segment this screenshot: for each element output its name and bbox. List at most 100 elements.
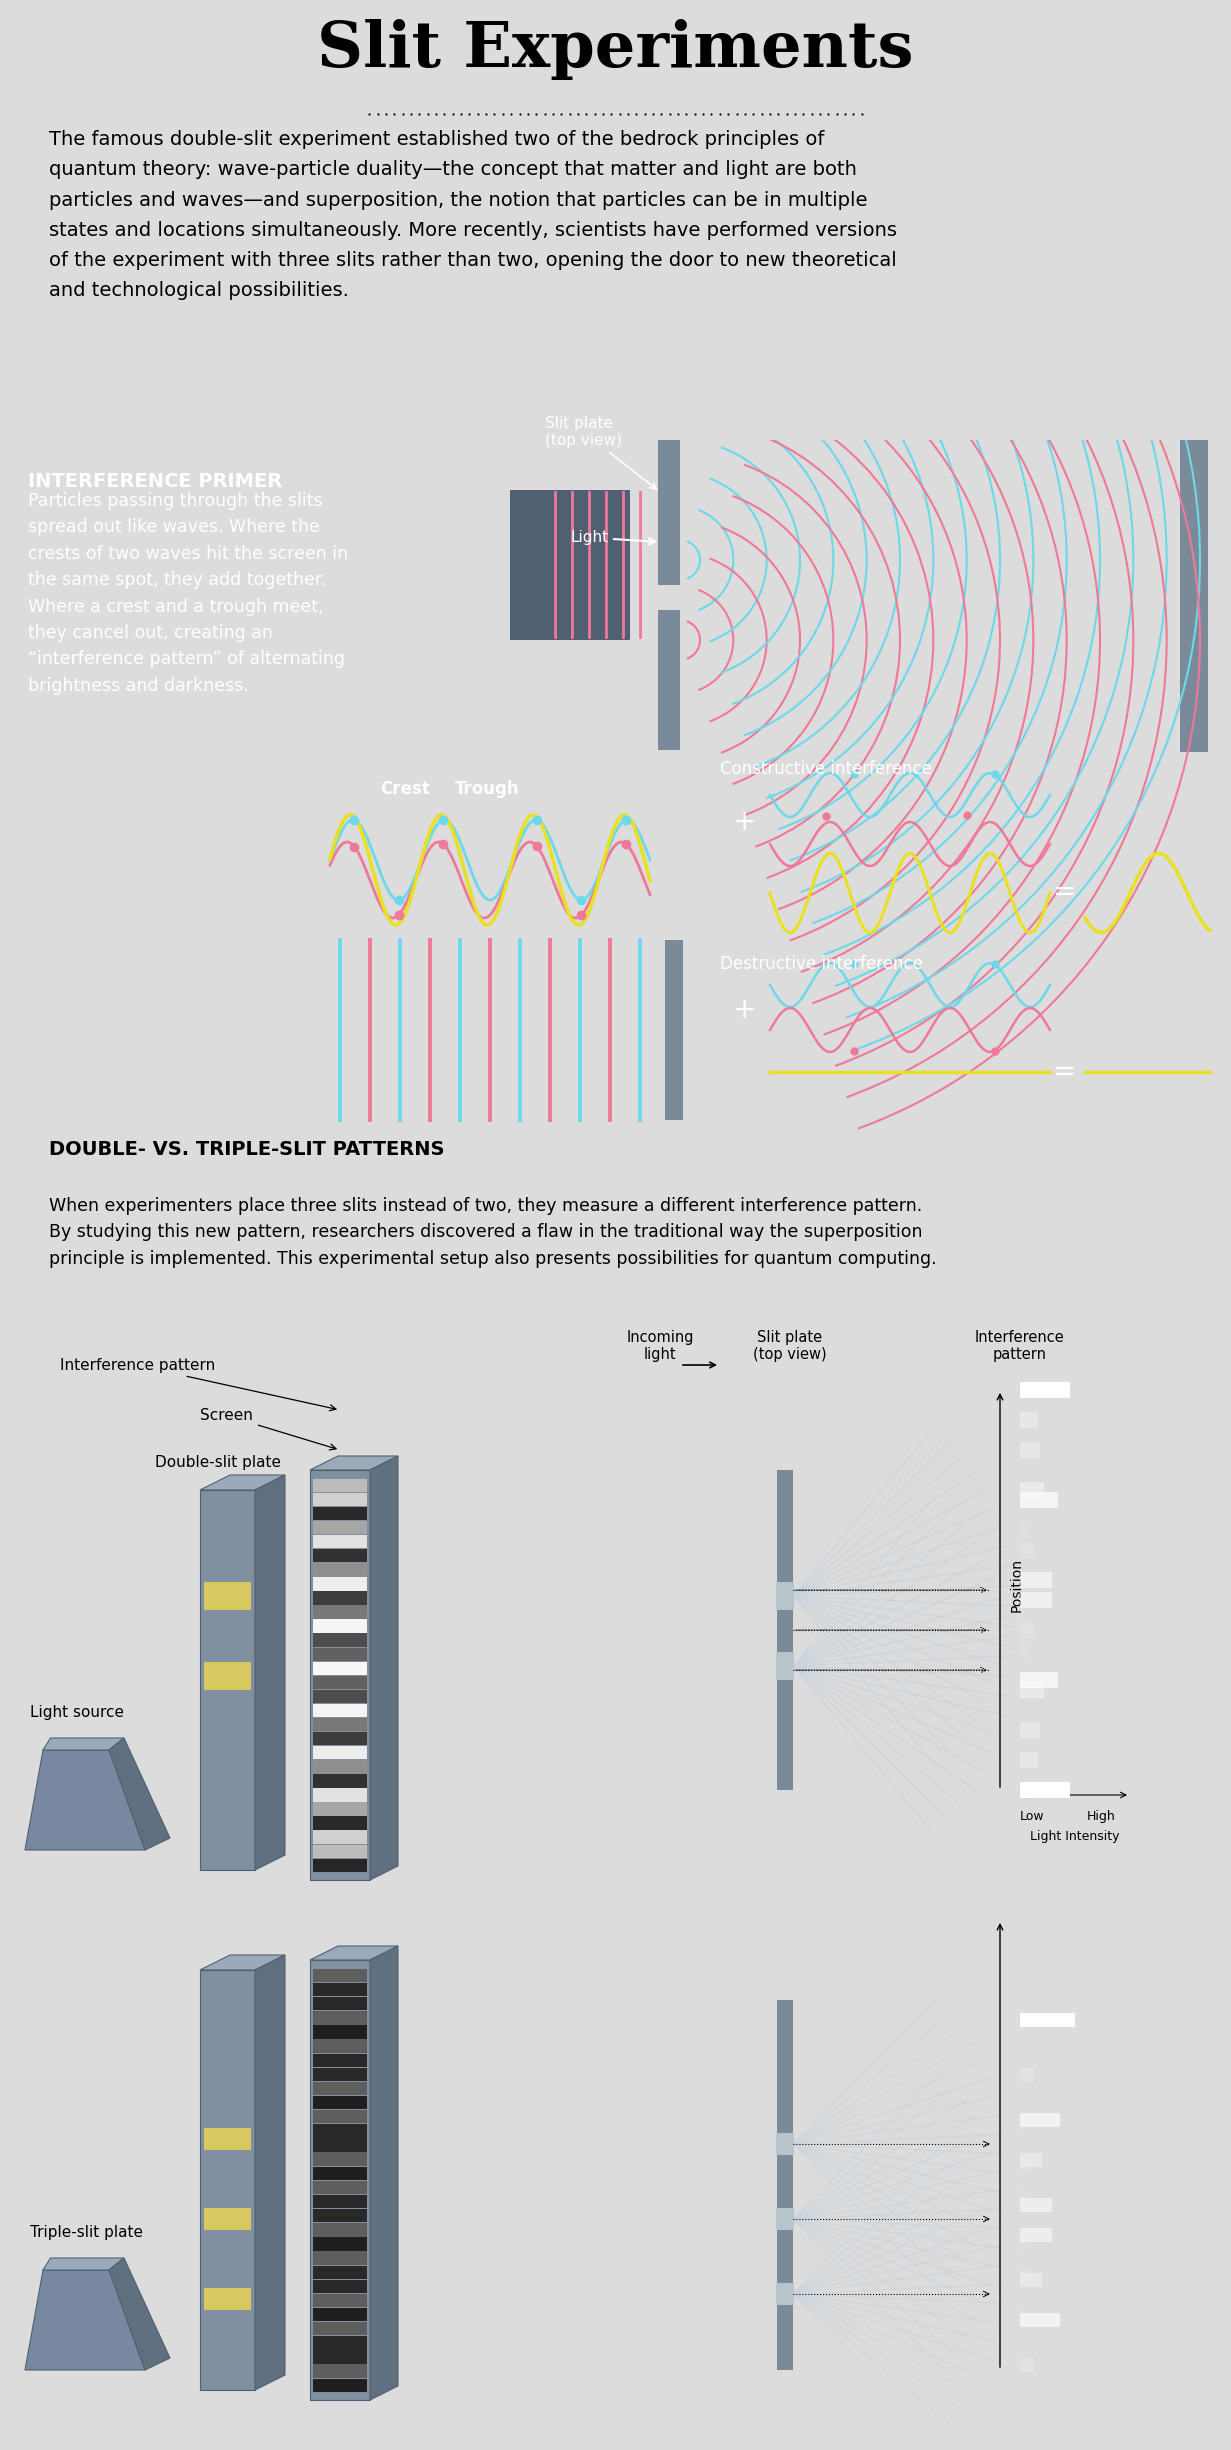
FancyBboxPatch shape <box>313 2337 367 2350</box>
FancyBboxPatch shape <box>313 1592 367 1605</box>
Text: INTERFERENCE PRIMER: INTERFERENCE PRIMER <box>28 473 282 490</box>
Polygon shape <box>310 1470 371 1879</box>
Text: Interference pattern: Interference pattern <box>60 1357 336 1411</box>
FancyBboxPatch shape <box>1020 2237 1027 2252</box>
FancyBboxPatch shape <box>1020 2124 1025 2136</box>
Polygon shape <box>43 1737 124 1749</box>
FancyBboxPatch shape <box>1020 2274 1041 2286</box>
Text: DOUBLE- VS. TRIPLE-SLIT PATTERNS: DOUBLE- VS. TRIPLE-SLIT PATTERNS <box>49 1139 444 1159</box>
FancyBboxPatch shape <box>313 1578 367 1590</box>
FancyBboxPatch shape <box>313 1521 367 1534</box>
FancyBboxPatch shape <box>313 2124 367 2136</box>
FancyBboxPatch shape <box>313 2180 367 2195</box>
FancyBboxPatch shape <box>1020 2158 1030 2173</box>
FancyBboxPatch shape <box>313 2082 367 2095</box>
Polygon shape <box>310 1455 398 1470</box>
FancyBboxPatch shape <box>1020 1521 1030 1539</box>
Text: Particles passing through the slits
spread out like waves. Where the
crests of t: Particles passing through the slits spre… <box>28 492 348 696</box>
FancyBboxPatch shape <box>313 1619 367 1632</box>
FancyBboxPatch shape <box>659 441 680 581</box>
Text: Light source: Light source <box>30 1705 124 1720</box>
FancyBboxPatch shape <box>313 1507 367 1519</box>
FancyBboxPatch shape <box>313 1982 367 1997</box>
FancyBboxPatch shape <box>313 2166 367 2180</box>
FancyBboxPatch shape <box>204 2129 251 2151</box>
FancyBboxPatch shape <box>204 2288 251 2310</box>
FancyBboxPatch shape <box>510 490 630 639</box>
FancyBboxPatch shape <box>313 1759 367 1774</box>
FancyBboxPatch shape <box>313 1563 367 1575</box>
Text: Light Intensity: Light Intensity <box>1030 1830 1120 1842</box>
Text: Position: Position <box>1009 1558 1024 1612</box>
Text: +: + <box>734 997 757 1024</box>
FancyBboxPatch shape <box>1020 1482 1044 1497</box>
FancyBboxPatch shape <box>1020 2227 1053 2242</box>
FancyBboxPatch shape <box>1020 2068 1034 2082</box>
FancyBboxPatch shape <box>1020 1411 1038 1428</box>
FancyBboxPatch shape <box>777 1999 793 2369</box>
FancyBboxPatch shape <box>313 1803 367 1815</box>
FancyBboxPatch shape <box>313 1492 367 1507</box>
FancyBboxPatch shape <box>1020 2313 1060 2327</box>
FancyBboxPatch shape <box>1020 1752 1038 1769</box>
FancyBboxPatch shape <box>204 1661 251 1690</box>
FancyBboxPatch shape <box>313 2026 367 2038</box>
Text: Destructive interference: Destructive interference <box>720 956 923 973</box>
FancyBboxPatch shape <box>313 1830 367 1845</box>
FancyBboxPatch shape <box>313 1788 367 1801</box>
Text: =: = <box>1054 877 1077 906</box>
FancyBboxPatch shape <box>313 2278 367 2293</box>
Polygon shape <box>371 1455 398 1879</box>
FancyBboxPatch shape <box>1020 1722 1040 1737</box>
FancyBboxPatch shape <box>313 2266 367 2278</box>
FancyBboxPatch shape <box>313 1997 367 2011</box>
Text: Slit Experiments: Slit Experiments <box>318 20 913 81</box>
FancyBboxPatch shape <box>1020 2269 1030 2281</box>
FancyBboxPatch shape <box>313 1480 367 1492</box>
Polygon shape <box>199 1490 255 1869</box>
Text: =: = <box>1054 1058 1077 1085</box>
Polygon shape <box>199 1970 255 2391</box>
FancyBboxPatch shape <box>313 1646 367 1661</box>
FancyBboxPatch shape <box>313 1690 367 1703</box>
FancyBboxPatch shape <box>1020 2357 1034 2372</box>
FancyBboxPatch shape <box>1181 439 1208 752</box>
FancyBboxPatch shape <box>313 1717 367 1732</box>
FancyBboxPatch shape <box>313 2154 367 2166</box>
FancyBboxPatch shape <box>313 1860 367 1872</box>
FancyBboxPatch shape <box>313 2095 367 2109</box>
FancyBboxPatch shape <box>313 2308 367 2320</box>
FancyBboxPatch shape <box>1020 2154 1041 2166</box>
Polygon shape <box>371 1945 398 2401</box>
FancyBboxPatch shape <box>313 2210 367 2222</box>
FancyBboxPatch shape <box>1020 1622 1034 1639</box>
FancyBboxPatch shape <box>313 1970 367 1982</box>
FancyBboxPatch shape <box>1020 2014 1075 2026</box>
FancyBboxPatch shape <box>659 730 680 750</box>
Polygon shape <box>310 1945 398 1960</box>
FancyBboxPatch shape <box>776 2207 794 2230</box>
FancyBboxPatch shape <box>313 2068 367 2080</box>
FancyBboxPatch shape <box>776 2134 794 2156</box>
FancyBboxPatch shape <box>1020 1683 1044 1698</box>
FancyBboxPatch shape <box>1020 1722 1028 1737</box>
FancyBboxPatch shape <box>313 2109 367 2124</box>
Text: Crest: Crest <box>380 779 430 799</box>
FancyBboxPatch shape <box>313 2222 367 2237</box>
FancyBboxPatch shape <box>313 2139 367 2151</box>
FancyBboxPatch shape <box>313 2252 367 2264</box>
FancyBboxPatch shape <box>1020 1671 1057 1688</box>
Text: Light: Light <box>570 529 655 544</box>
FancyBboxPatch shape <box>659 537 680 586</box>
Polygon shape <box>110 1737 170 1850</box>
FancyBboxPatch shape <box>1020 2188 1027 2203</box>
Polygon shape <box>25 2271 145 2369</box>
Text: Triple-slit plate: Triple-slit plate <box>30 2225 143 2239</box>
FancyBboxPatch shape <box>313 1548 367 1563</box>
Polygon shape <box>310 1960 371 2401</box>
FancyBboxPatch shape <box>1020 1443 1040 1458</box>
FancyBboxPatch shape <box>313 1815 367 1830</box>
FancyBboxPatch shape <box>313 1774 367 1788</box>
Text: Low: Low <box>1020 1811 1045 1823</box>
Polygon shape <box>43 2259 124 2271</box>
